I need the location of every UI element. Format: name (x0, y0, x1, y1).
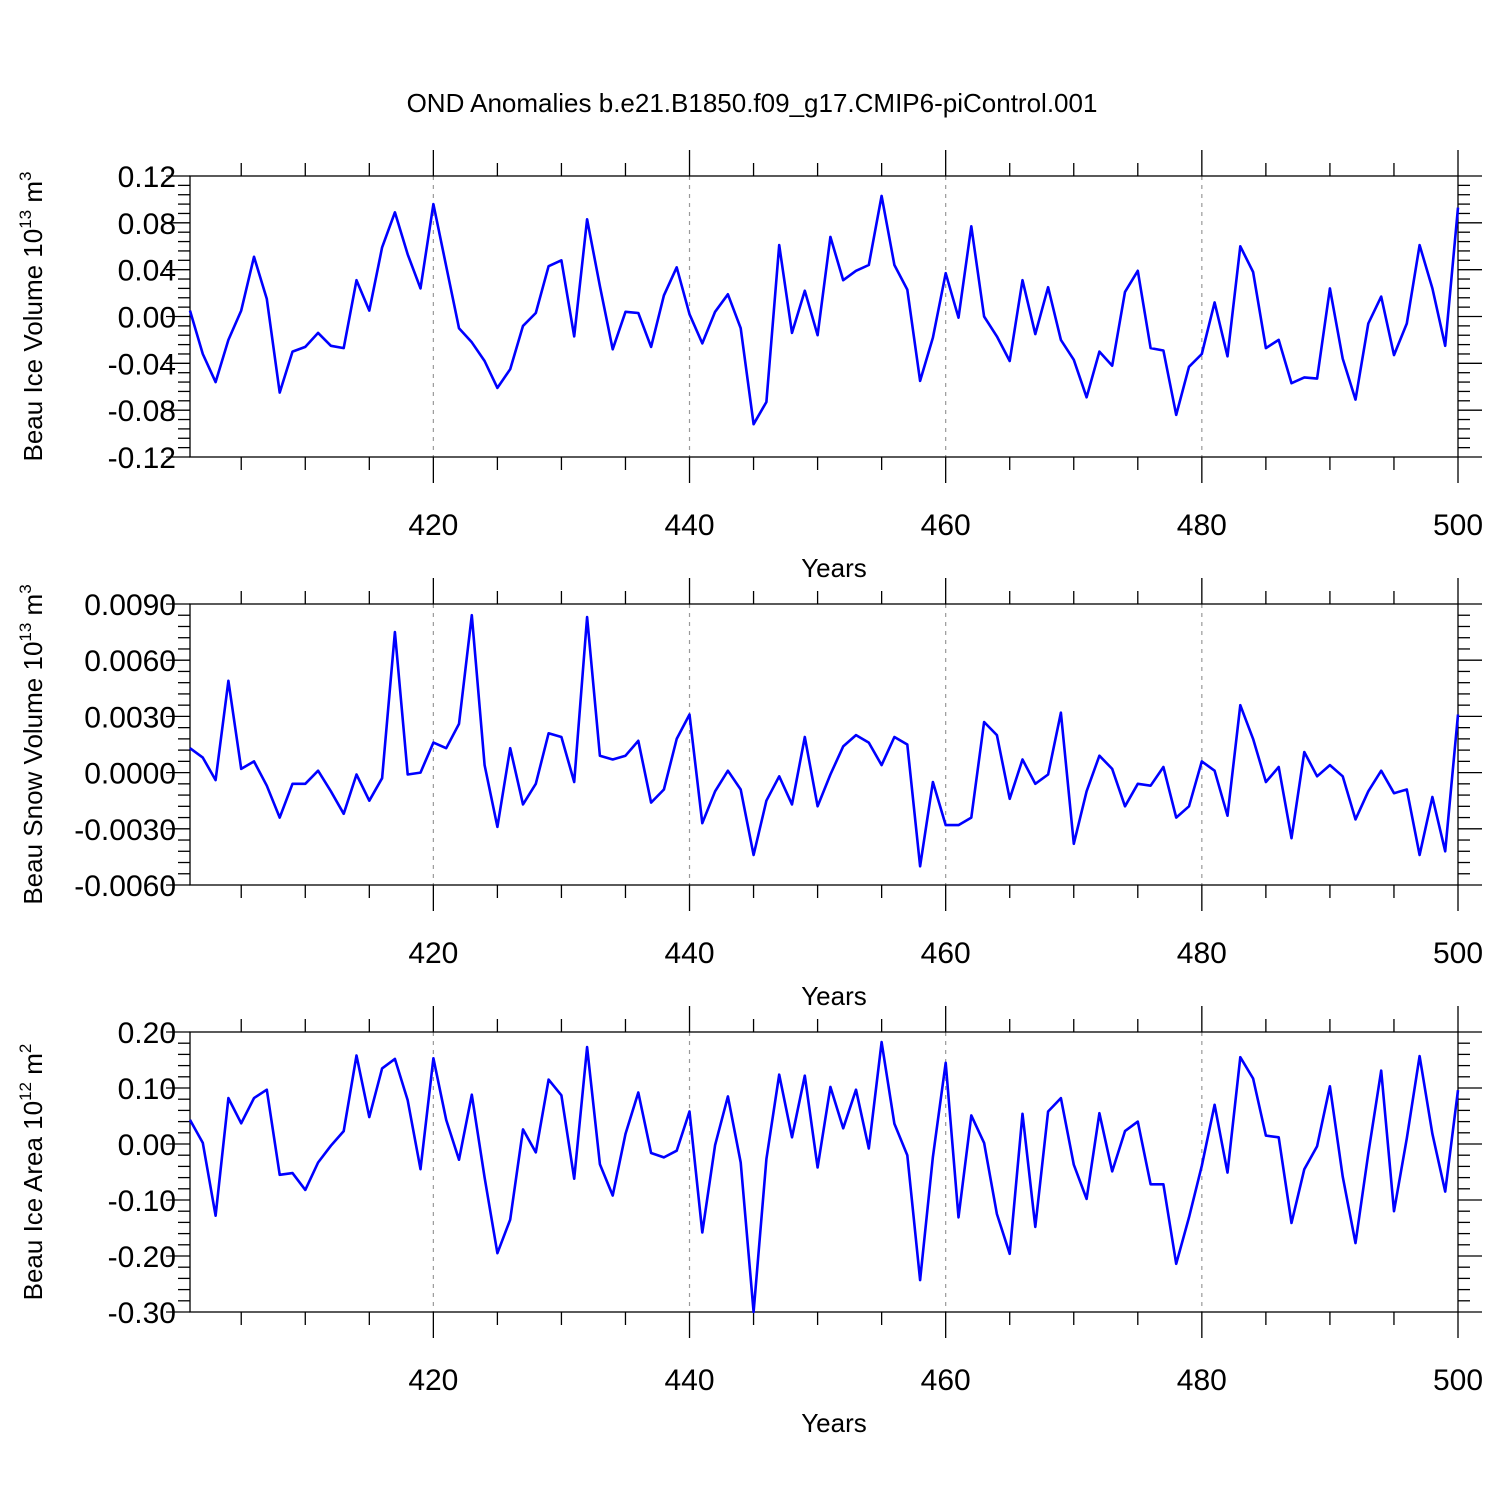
y-tick-label: -0.0060 (74, 870, 176, 903)
y-tick-label: -0.20 (108, 1241, 176, 1274)
series-line (188, 1040, 1460, 1314)
y-tick-label: -0.10 (108, 1185, 176, 1218)
y-axis-label: Beau Snow Volume 1013 m3 (16, 584, 48, 904)
series-line (189, 613, 1460, 868)
panel-ice-area: 420 440 460 480 500 Years -0.30 -0.20 -0.10 0.00 0… (16, 1006, 1483, 1438)
x-tick-label: 460 (921, 1364, 971, 1397)
x-tick-label: 500 (1433, 509, 1483, 542)
plot-frame (189, 603, 1459, 886)
y-tick-label: -0.0030 (74, 814, 176, 847)
y-tick-label: 0.12 (118, 161, 176, 194)
x-tick-label: 420 (408, 509, 458, 542)
y-tick-label: 0.10 (118, 1073, 176, 1106)
panel-snow-volume: 420 440 460 480 500 Years -0.0060 -0.0030 0.0000… (16, 578, 1483, 1011)
y-tick-label: 0.00 (118, 302, 176, 335)
y-tick-label: 0.0030 (84, 701, 176, 734)
x-tick-label: 420 (408, 1364, 458, 1397)
y-tick-label: 0.0000 (84, 758, 176, 791)
x-tick-label: 440 (664, 509, 714, 542)
panel-ice-volume: 420 440 460 480 500 Years -0.12 -0.08 -0.04 0.00 0… (16, 150, 1483, 583)
y-tick-label: 0.0090 (84, 589, 176, 622)
x-tick-label: 460 (921, 937, 971, 970)
x-tick-label: 480 (1177, 509, 1227, 542)
y-tick-label: 0.04 (118, 255, 176, 288)
x-axis-label: Years (801, 981, 867, 1011)
x-tick-label: 480 (1177, 937, 1227, 970)
y-tick-label: -0.04 (108, 348, 176, 381)
y-tick-label: -0.30 (108, 1297, 176, 1330)
y-tick-label: -0.08 (108, 395, 176, 428)
y-tick-label: 0.20 (118, 1017, 176, 1050)
x-tick-label: 440 (664, 1364, 714, 1397)
chart-title: OND Anomalies b.e21.B1850.f09_g17.CMIP6-… (407, 88, 1098, 118)
plot-frame (189, 1031, 1459, 1313)
y-axis-label: Beau Ice Volume 1013 m3 (16, 172, 48, 462)
x-tick-label: 480 (1177, 1364, 1227, 1397)
y-tick-label: 0.0060 (84, 645, 176, 678)
y-tick-label: 0.08 (118, 208, 176, 241)
x-tick-label: 500 (1433, 937, 1483, 970)
x-axis-label: Years (801, 1408, 867, 1438)
series-line (188, 194, 1460, 426)
y-tick-label: -0.12 (108, 442, 176, 475)
y-tick-label: 0.00 (118, 1129, 176, 1162)
x-tick-label: 420 (408, 937, 458, 970)
plot-frame (189, 175, 1459, 458)
y-axis-label: Beau Ice Area 1012 m2 (16, 1044, 48, 1301)
x-axis-label: Years (801, 553, 867, 583)
x-tick-label: 440 (664, 937, 714, 970)
x-tick-label: 500 (1433, 1364, 1483, 1397)
x-tick-label: 460 (921, 509, 971, 542)
